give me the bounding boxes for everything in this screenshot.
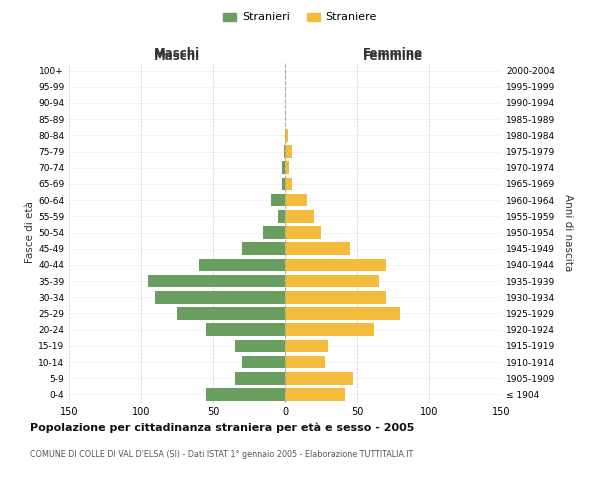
Bar <box>285 291 386 304</box>
Bar <box>177 307 285 320</box>
Bar <box>285 258 386 271</box>
Bar <box>285 129 288 141</box>
Bar <box>285 340 328 352</box>
Bar <box>155 291 285 304</box>
Bar <box>285 242 350 255</box>
Bar <box>242 242 285 255</box>
Bar <box>285 226 321 239</box>
Bar <box>285 145 292 158</box>
Bar <box>235 372 285 384</box>
Bar <box>206 388 285 400</box>
Bar <box>285 388 346 400</box>
Text: COMUNE DI COLLE DI VAL D'ELSA (SI) - Dati ISTAT 1° gennaio 2005 - Elaborazione T: COMUNE DI COLLE DI VAL D'ELSA (SI) - Dat… <box>30 450 413 459</box>
Bar <box>285 162 289 174</box>
Bar <box>263 226 285 239</box>
Legend: Stranieri, Straniere: Stranieri, Straniere <box>219 8 381 27</box>
Y-axis label: Anni di nascita: Anni di nascita <box>563 194 573 271</box>
Bar <box>285 324 374 336</box>
Bar <box>285 275 379 287</box>
Bar <box>242 356 285 368</box>
Text: Femmine: Femmine <box>363 50 423 62</box>
Bar <box>285 194 307 206</box>
Bar <box>285 307 400 320</box>
Bar <box>284 145 285 158</box>
Bar <box>282 178 285 190</box>
Text: Popolazione per cittadinanza straniera per età e sesso - 2005: Popolazione per cittadinanza straniera p… <box>30 422 415 433</box>
Bar <box>235 340 285 352</box>
Text: Maschi: Maschi <box>154 50 200 62</box>
Bar <box>285 178 292 190</box>
Text: Femmine: Femmine <box>363 47 423 60</box>
Y-axis label: Fasce di età: Fasce di età <box>25 202 35 264</box>
Bar <box>285 372 353 384</box>
Bar <box>206 324 285 336</box>
Bar <box>278 210 285 222</box>
Bar <box>285 356 325 368</box>
Bar <box>148 275 285 287</box>
Bar <box>285 210 314 222</box>
Text: Maschi: Maschi <box>154 47 200 60</box>
Bar <box>271 194 285 206</box>
Bar <box>282 162 285 174</box>
Bar <box>199 258 285 271</box>
